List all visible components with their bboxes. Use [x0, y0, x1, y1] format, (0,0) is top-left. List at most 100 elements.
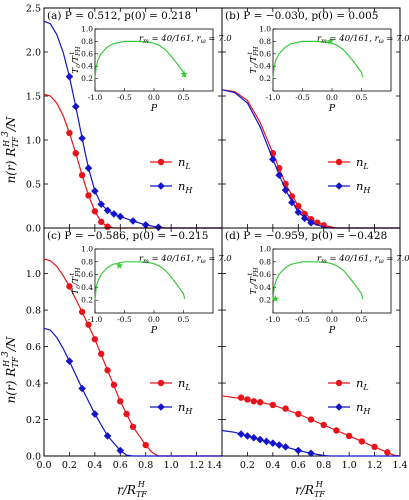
inset-x-label: P [328, 103, 336, 114]
data-point-n_H [78, 134, 86, 143]
x-tick-label: 1.0 [164, 460, 179, 471]
x-tick-label: 0.4 [87, 460, 102, 471]
data-point-n_H [141, 221, 150, 229]
data-point-n_H [300, 214, 309, 223]
inset-annotation: rm = 40/161, rω = 7.0 [139, 34, 232, 45]
legend-label-n_H: nH [178, 400, 193, 416]
legend-marker-n_H [335, 182, 343, 190]
series-line-n_H [43, 327, 222, 457]
inset-y-tick-label: 0.4 [259, 283, 271, 292]
y-axis-label-top: n(r) RTFH3/N [1, 116, 20, 183]
inset-y-tick-label: 0.2 [259, 296, 271, 305]
data-point-n_H [249, 433, 258, 442]
inset: -1.0 -0.5 0.0 0.5 0.2 0.4 0.6 0.8 1.0 rm = 40/161… [69, 245, 232, 337]
data-point-n_L [282, 405, 289, 412]
data-point-n_H [103, 432, 112, 440]
inset-x-tick-label: 0.0 [148, 93, 160, 102]
inset-x-tick-label: 0.0 [326, 315, 338, 324]
x-tick-label: 0.6 [291, 460, 306, 471]
legend-label-n_L: nL [178, 155, 191, 171]
inset-y-tick-label: 0.8 [81, 37, 93, 46]
y-tick-label: 0.0 [26, 452, 41, 463]
data-point-n_L [142, 441, 149, 449]
panel-title: (a) P = 0.512, p(0) = 0.218 [47, 10, 191, 22]
x-tick-label: 1.4 [207, 460, 222, 471]
inset-x-tick-label: -1.0 [88, 315, 103, 324]
x-tick-label: 0.8 [138, 460, 153, 471]
inset-x-tick-label: 0.5 [178, 93, 190, 102]
legend-label-n_H: nH [356, 179, 371, 195]
data-point-n_H [110, 210, 118, 218]
legend-marker-n_L [157, 379, 165, 387]
data-point-n_L [320, 421, 327, 429]
data-point-n_H [269, 439, 277, 448]
panel-title: (b) P = −0.030, p(0) = 0.005 [225, 10, 378, 22]
inset-y-tick-label: 0.4 [259, 62, 271, 71]
inset-frame [94, 28, 214, 92]
data-point-n_H [78, 384, 86, 393]
inset-x-label: P [328, 325, 336, 336]
data-point-n_L [66, 129, 73, 137]
inset-y-tick-label: 0.6 [259, 270, 271, 279]
data-point-n_L [66, 283, 73, 290]
x-tick-label: 1.0 [342, 460, 357, 471]
inset-y-tick-label: 1.0 [81, 245, 93, 254]
inset-y-label: Tc/TFHt [69, 46, 82, 74]
data-point-n_L [295, 202, 302, 210]
data-point-n_H [243, 432, 252, 440]
inset-marker-star [271, 294, 280, 303]
inset-y-tick-label: 1.0 [81, 25, 93, 34]
data-point-n_L [91, 336, 99, 343]
legend-marker-n_L [335, 158, 343, 166]
data-point-n_L [98, 218, 105, 226]
data-point-n_H [294, 446, 303, 455]
inset: -1.0 -0.5 0.0 0.5 0.2 0.4 0.6 0.8 1.0 rm = 40/161… [247, 245, 409, 337]
data-point-n_L [78, 308, 86, 316]
inset-annotation: rm = 40/161, rω = 7.0 [139, 254, 232, 265]
inset-y-tick-label: 0.4 [81, 283, 93, 292]
data-point-n_H [71, 102, 80, 111]
data-point-n_L [256, 398, 264, 406]
data-point-n_L [358, 438, 366, 445]
data-point-n_H [103, 206, 112, 215]
data-point-n_H [307, 218, 315, 227]
data-point-n_L [78, 172, 86, 179]
data-point-n_H [91, 187, 99, 195]
inset-x-tick-label: -0.5 [117, 315, 132, 324]
inset-x-tick-label: 0.5 [356, 93, 368, 102]
data-point-n_L [98, 350, 105, 358]
inset-y-tick-label: 0.2 [259, 74, 271, 83]
inset-x-tick-label: 0.5 [356, 315, 368, 324]
inset-x-label: P [150, 325, 158, 336]
data-point-n_L [237, 394, 245, 401]
data-point-n_L [104, 223, 111, 230]
inset-x-tick-label: 0.0 [148, 315, 160, 324]
series-line-n_L [221, 89, 400, 229]
inset-x-tick-label: -1.0 [266, 93, 281, 102]
y-tick-label: 0.8 [26, 306, 41, 317]
x-tick-label: 1.2 [367, 460, 382, 471]
y-tick-label: 1.0 [26, 136, 41, 147]
y-tick-label: 0.2 [26, 415, 41, 426]
data-point-n_L [295, 410, 302, 418]
inset-y-tick-label: 1.0 [259, 245, 271, 254]
inset-y-tick-label: 1.0 [259, 25, 271, 34]
inset-y-label: Tc/TFHt [247, 46, 260, 74]
inset-frame [272, 28, 392, 92]
legend-marker-n_H [157, 403, 165, 411]
inset-y-tick-label: 0.4 [81, 62, 93, 71]
x-tick-label: 1.4 [392, 460, 407, 471]
panel-d: 0.2 0.4 0.6 0.8 1.0 1.2 1.4 (d) P = −0.959, p(0… [221, 227, 409, 471]
x-tick-label: 0.6 [113, 460, 128, 471]
inset-y-tick-label: 0.2 [81, 296, 93, 305]
y-tick-label: 0.0 [26, 224, 41, 235]
data-point-n_H [288, 198, 296, 207]
inset-frame [272, 248, 392, 314]
data-point-n_H [269, 155, 277, 164]
data-point-n_H [65, 357, 74, 365]
data-point-n_L [91, 208, 99, 215]
series-line-n_L [43, 93, 222, 229]
inset-y-label: Tc/TFHt [69, 267, 82, 295]
data-point-n_L [384, 449, 391, 456]
